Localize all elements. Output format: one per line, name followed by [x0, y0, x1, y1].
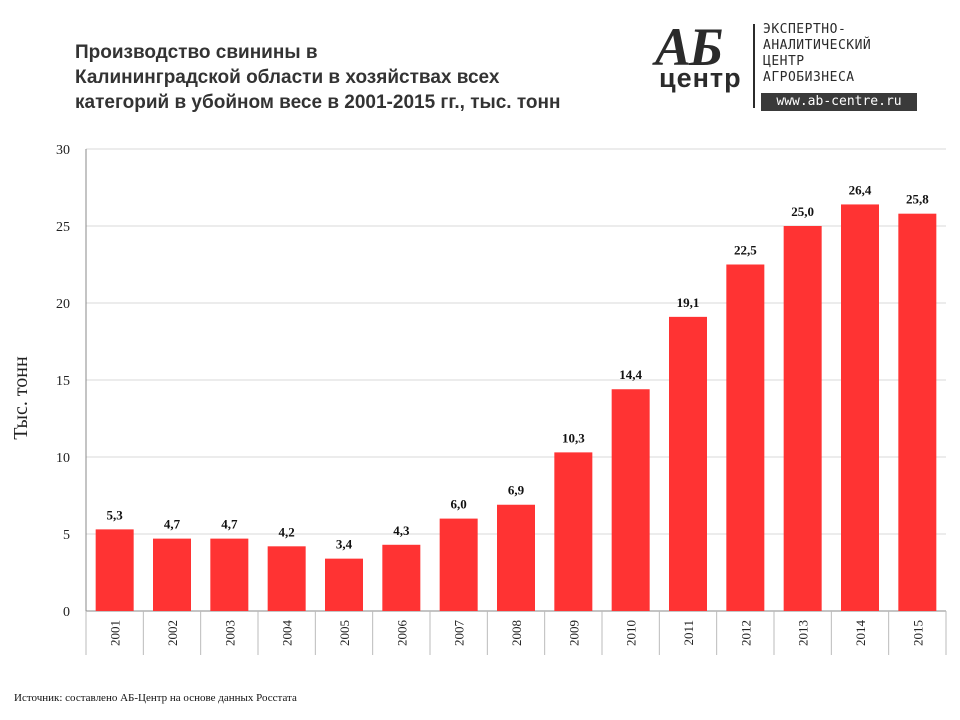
logo-divider — [753, 24, 755, 108]
x-tick-label: 2005 — [337, 620, 352, 646]
bar — [726, 264, 765, 611]
bar — [497, 504, 535, 611]
chart-title-line-2: Калининградской области в хозяйствах все… — [75, 67, 500, 88]
bar — [153, 538, 191, 611]
x-tick-label: 2010 — [624, 620, 639, 646]
data-label: 25,8 — [906, 192, 929, 207]
ab-centre-logo: АБ центр ЭКСПЕРТНО- АНАЛИТИЧЕСКИЙ ЦЕНТР … — [655, 20, 925, 116]
logo-tagline-line-4: АГРОБИЗНЕСА — [763, 70, 855, 85]
bar — [267, 546, 306, 611]
logo-tagline: ЭКСПЕРТНО- АНАЛИТИЧЕСКИЙ ЦЕНТР АГРОБИЗНЕ… — [763, 22, 871, 86]
x-tick-label: 2007 — [452, 620, 467, 647]
bar — [898, 213, 937, 611]
y-tick-label: 5 — [63, 528, 70, 543]
data-label: 14,4 — [619, 367, 642, 382]
y-tick-label: 15 — [56, 374, 70, 389]
y-tick-label: 30 — [56, 143, 70, 158]
bar — [325, 558, 363, 611]
bar — [210, 538, 249, 611]
data-label: 4,3 — [393, 523, 410, 538]
data-label: 4,7 — [221, 517, 238, 532]
data-label: 6,0 — [451, 497, 467, 512]
y-tick-label: 25 — [56, 220, 70, 235]
bar — [95, 529, 134, 611]
logo-tagline-line-3: ЦЕНТР — [763, 54, 805, 69]
x-tick-label: 2002 — [165, 620, 180, 646]
x-tick-label: 2012 — [738, 620, 753, 646]
x-tick-label: 2004 — [280, 620, 295, 647]
x-tick-label: 2014 — [853, 620, 868, 647]
data-label: 4,2 — [279, 524, 295, 539]
data-label: 19,1 — [677, 295, 700, 310]
source-note: Источник: составлено АБ-Центр на основе … — [14, 692, 297, 704]
chart-title-line-1: Производство свинины в — [75, 42, 318, 63]
logo-ab-text: АБ — [655, 17, 723, 77]
logo-centr-text: центр — [659, 63, 742, 93]
bar — [783, 226, 822, 611]
y-tick-label: 10 — [56, 451, 70, 466]
bar — [611, 389, 650, 611]
data-label: 22,5 — [734, 243, 757, 258]
x-tick-label: 2011 — [681, 620, 696, 646]
x-tick-label: 2009 — [566, 620, 581, 646]
y-tick-label: 20 — [56, 297, 70, 312]
bar — [439, 518, 478, 611]
data-label: 5,3 — [107, 507, 124, 522]
chart-title-line-3: категорий в убойном весе в 2001-2015 гг.… — [75, 92, 561, 113]
data-label: 3,4 — [336, 537, 353, 552]
data-label: 26,4 — [849, 182, 872, 197]
x-tick-label: 2013 — [796, 620, 811, 646]
chart-title: Производство свинины в Калининградской о… — [75, 40, 635, 115]
x-tick-label: 2003 — [222, 620, 237, 646]
x-tick-label: 2001 — [108, 620, 123, 646]
bar — [669, 316, 707, 611]
bar — [841, 204, 879, 611]
x-tick-label: 2006 — [394, 620, 409, 647]
data-label: 25,0 — [791, 204, 814, 219]
y-tick-label: 0 — [63, 605, 70, 620]
logo-tagline-line-1: ЭКСПЕРТНО- — [763, 22, 847, 37]
logo-tagline-line-2: АНАЛИТИЧЕСКИЙ — [763, 38, 872, 53]
bar — [382, 544, 421, 611]
x-tick-label: 2008 — [509, 620, 524, 646]
bar — [554, 452, 593, 611]
logo-url: www.ab-centre.ru — [761, 93, 917, 111]
data-label: 10,3 — [562, 430, 585, 445]
data-label: 6,9 — [508, 483, 525, 498]
data-label: 4,7 — [164, 517, 181, 532]
x-tick-label: 2015 — [910, 620, 925, 646]
y-axis-title: Тыс. тонн — [10, 356, 32, 440]
